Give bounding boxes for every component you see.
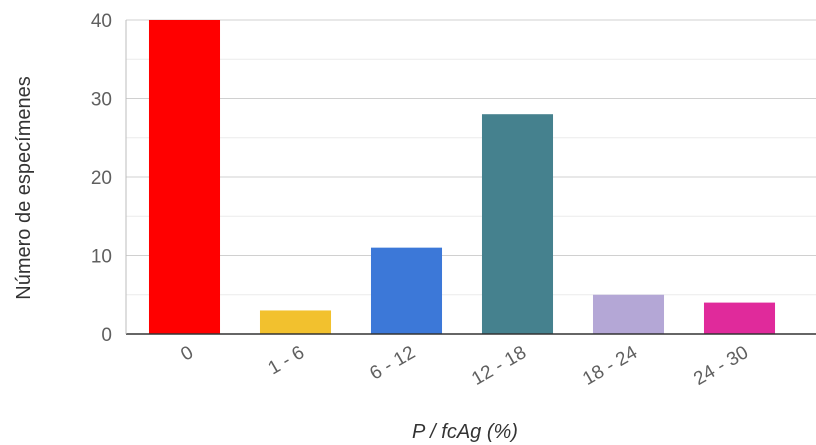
- bar: [481, 114, 554, 334]
- y-tick-label: 0: [101, 325, 112, 346]
- y-axis-ticks: 0 10 20 30 40: [91, 11, 112, 346]
- bar: [592, 294, 665, 334]
- y-tick-label: 10: [91, 247, 112, 268]
- x-tick-label: 12 - 18: [468, 342, 530, 390]
- x-axis-title: P / fcAg (%): [412, 421, 518, 443]
- bar: [148, 20, 221, 334]
- x-tick-label: 18 - 24: [579, 342, 641, 390]
- y-tick-label: 20: [91, 168, 112, 189]
- gridlines: [126, 19, 816, 296]
- bar: [259, 310, 332, 334]
- y-tick-label: 40: [91, 11, 112, 32]
- x-tick-label: 6 - 12: [366, 342, 419, 384]
- bar: [370, 247, 443, 334]
- y-axis-title: Número de especímenes: [13, 76, 35, 299]
- y-tick-label: 30: [91, 90, 112, 111]
- x-tick-label: 0: [177, 342, 197, 365]
- x-tick-label: 1 - 6: [265, 342, 308, 379]
- x-axis-ticks: 0 1 - 6 6 - 12 12 - 18 18 - 24 24 - 30: [177, 342, 752, 390]
- x-tick-label: 24 - 30: [690, 342, 752, 390]
- bars: [148, 20, 776, 334]
- bar: [703, 302, 776, 334]
